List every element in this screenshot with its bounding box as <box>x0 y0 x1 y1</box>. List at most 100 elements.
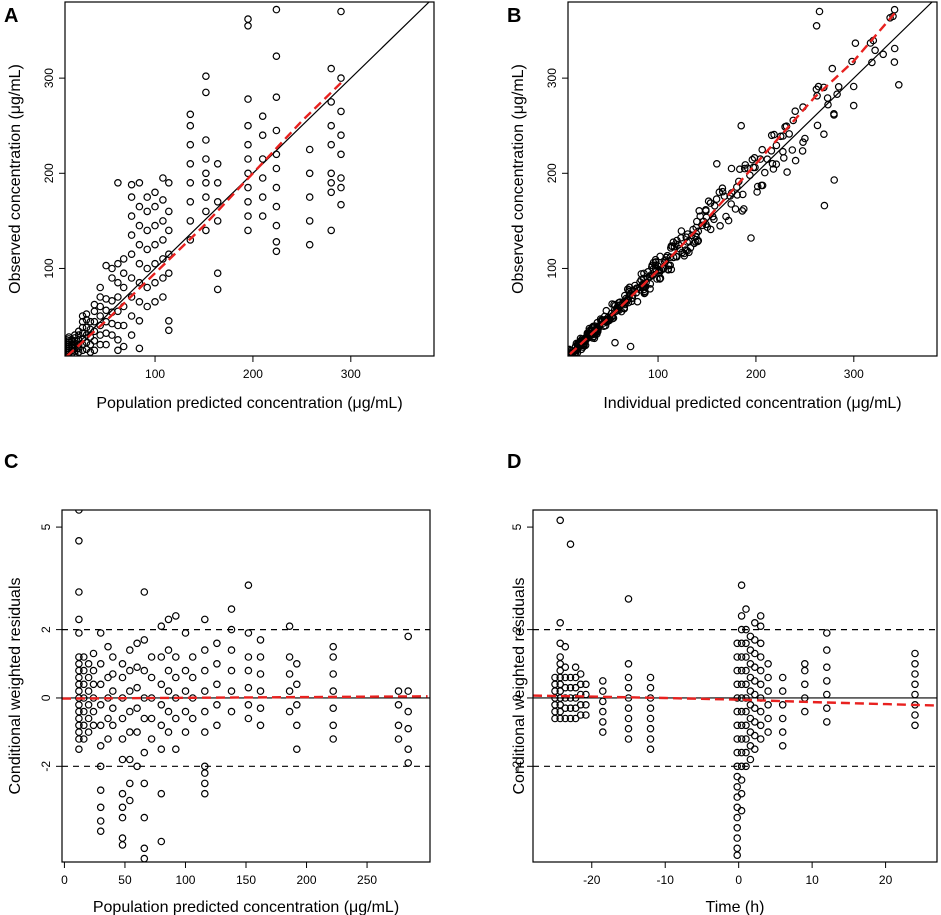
data-point <box>86 325 95 334</box>
data-point <box>96 283 105 292</box>
data-point <box>157 653 166 661</box>
data-point <box>114 293 122 301</box>
data-point <box>118 735 127 743</box>
data-point <box>768 159 777 168</box>
x-tick-label: 10 <box>805 873 819 887</box>
data-point <box>800 707 809 716</box>
y-tick-label: 200 <box>42 163 56 183</box>
data-point <box>750 649 759 658</box>
data-point <box>664 265 673 274</box>
data-point <box>576 700 585 709</box>
data-point <box>337 174 345 182</box>
data-point <box>305 217 314 225</box>
data-point <box>159 196 167 204</box>
data-point <box>258 193 267 201</box>
data-point <box>756 735 765 743</box>
data-point <box>201 728 209 736</box>
data-point <box>747 234 755 242</box>
data-point <box>80 680 88 689</box>
x-axis-title: Population predicted concentration (μg/m… <box>93 899 399 915</box>
data-point <box>140 636 149 644</box>
data-point <box>582 680 590 689</box>
data-point <box>258 131 267 140</box>
data-point <box>244 121 252 130</box>
data-point <box>848 57 856 66</box>
data-point <box>118 789 127 798</box>
data-point <box>737 581 746 590</box>
data-point <box>143 207 152 216</box>
data-point <box>82 323 91 332</box>
y-tick-label: 0 <box>39 694 53 701</box>
plot-area <box>533 516 937 860</box>
data-point <box>186 236 195 244</box>
data-point <box>834 83 843 91</box>
data-point <box>742 694 750 702</box>
data-point <box>96 827 105 836</box>
data-point <box>394 700 403 709</box>
data-point <box>753 182 762 191</box>
data-point <box>188 653 197 661</box>
x-tick-label: 100 <box>648 367 668 381</box>
data-point <box>84 687 93 695</box>
data-point <box>778 741 787 750</box>
data-point <box>80 707 88 716</box>
data-point <box>75 714 83 723</box>
data-point <box>329 735 338 743</box>
data-point <box>118 813 127 822</box>
data-point <box>624 724 633 733</box>
data-point <box>109 704 117 713</box>
data-point <box>337 150 345 159</box>
data-point <box>159 174 167 182</box>
data-point <box>746 755 755 764</box>
data-point <box>746 700 755 709</box>
data-point <box>305 145 314 154</box>
y-tick-label: 300 <box>42 68 56 88</box>
data-point <box>71 336 79 345</box>
x-tick-label: 50 <box>118 873 132 887</box>
data-point <box>813 121 822 130</box>
data-point <box>551 673 559 682</box>
data-point <box>186 160 195 168</box>
data-point <box>737 721 746 730</box>
data-point <box>159 274 167 282</box>
data-point <box>677 227 686 235</box>
data-point <box>84 700 93 709</box>
data-point <box>151 202 159 211</box>
data-point <box>823 94 832 102</box>
data-point <box>133 683 141 692</box>
data-point <box>783 168 791 176</box>
data-point <box>159 293 167 301</box>
data-point <box>750 677 759 685</box>
data-point <box>890 44 899 53</box>
data-point <box>244 683 253 692</box>
data-point <box>822 718 831 726</box>
data-point <box>127 231 136 239</box>
data-point <box>646 673 655 682</box>
data-point <box>556 639 565 648</box>
data-point <box>582 700 590 709</box>
data-point <box>213 217 222 225</box>
data-point <box>778 714 787 723</box>
plot-frame <box>64 1 435 357</box>
x-tick-label: 0 <box>735 873 742 887</box>
panel-b: B 100 200 300 100 200 300 Individual predicted … <box>507 1 938 412</box>
data-point <box>75 700 83 709</box>
data-point <box>556 618 565 627</box>
data-point <box>750 636 759 644</box>
data-point <box>812 21 821 30</box>
data-point <box>791 156 800 165</box>
data-point <box>746 632 755 641</box>
data-point <box>75 588 83 596</box>
data-point <box>258 155 267 163</box>
data-point <box>96 321 105 330</box>
data-point <box>256 636 265 644</box>
data-point <box>337 107 345 116</box>
data-point <box>84 714 93 723</box>
data-point <box>756 680 765 689</box>
data-point <box>86 317 95 326</box>
data-point <box>561 673 570 682</box>
data-point <box>785 130 794 138</box>
data-point <box>624 735 633 743</box>
data-point <box>135 344 144 353</box>
data-point <box>143 302 152 311</box>
